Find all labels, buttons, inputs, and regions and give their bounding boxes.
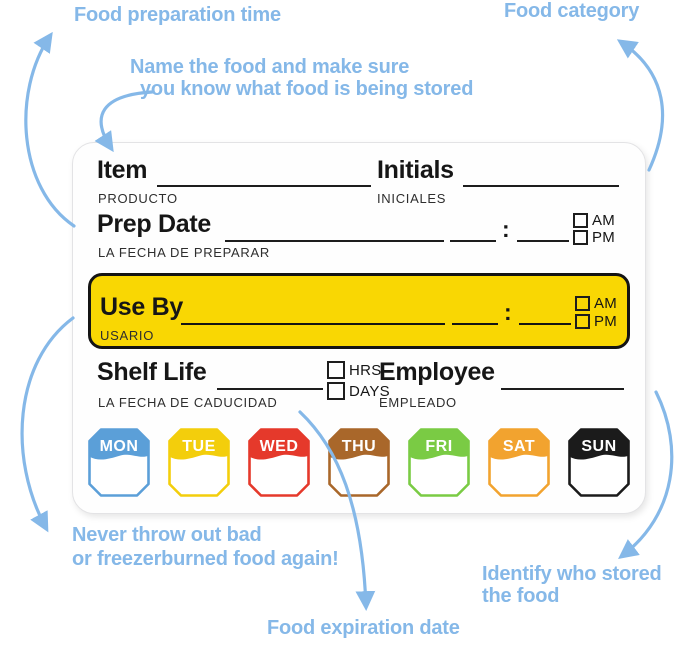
- day-color-top: [569, 429, 629, 460]
- initials-blank-line: [463, 185, 619, 187]
- prep-pm-text: PM: [592, 229, 616, 246]
- shelf-days-checkbox: [327, 382, 345, 400]
- svg-text:FRI: FRI: [425, 438, 452, 455]
- day-sticker-sun: SUN: [568, 428, 630, 497]
- day-color-top: [409, 429, 469, 460]
- shelf-life-sublabel: LA FECHA DE CADUCIDAD: [98, 395, 278, 410]
- use-by-pm-check: PM: [575, 313, 617, 330]
- use-by-highlight: Use By : AM PM USARIO: [88, 273, 630, 349]
- svg-text:SUN: SUN: [581, 438, 616, 455]
- caption-identify-line2: the food: [482, 585, 560, 607]
- caption-never-throw-line2: or freezerburned food again!: [72, 548, 339, 570]
- use-by-am-text: AM: [594, 295, 618, 312]
- item-label: Item: [97, 156, 148, 184]
- prep-date-blank-line: [225, 240, 444, 242]
- day-color-top: [489, 429, 549, 460]
- shelf-hrs-checkbox: [327, 361, 345, 379]
- day-sticker-sat: SAT: [488, 428, 550, 497]
- employee-label: Employee: [379, 358, 495, 386]
- day-color-top: [169, 429, 229, 460]
- prep-am-text: AM: [592, 212, 616, 229]
- item-sublabel: PRODUCTO: [98, 191, 178, 206]
- employee-sublabel: EMPLEADO: [379, 395, 457, 410]
- prep-pm-check: PM: [573, 229, 615, 246]
- prep-date-sublabel: LA FECHA DE PREPARAR: [98, 245, 270, 260]
- item-blank-line: [157, 185, 371, 187]
- shelf-days-text: DAYS: [349, 382, 390, 400]
- day-sticker-row: MON TUE WED THU FRI SAT: [88, 428, 630, 498]
- day-sticker-tue: TUE: [168, 428, 230, 497]
- prep-date-label: Prep Date: [97, 210, 212, 238]
- svg-text:WED: WED: [260, 438, 299, 455]
- caption-name-food-line1: Name the food and make sure: [130, 56, 410, 78]
- use-by-label: Use By: [100, 293, 183, 321]
- shelf-hrs-check: HRS: [327, 361, 382, 379]
- caption-name-food-line2: you know what food is being stored: [140, 78, 474, 100]
- shelf-days-check: DAYS: [327, 382, 390, 400]
- prep-am-check: AM: [573, 212, 615, 229]
- caption-identify-line1: Identify who stored: [482, 563, 662, 585]
- use-by-time-colon: :: [504, 299, 512, 325]
- shelf-hrs-text: HRS: [349, 361, 382, 379]
- prep-minute-blank: [517, 240, 569, 242]
- svg-text:TUE: TUE: [182, 438, 216, 455]
- caption-never-throw-line1: Never throw out bad: [72, 524, 262, 546]
- day-sticker-fri: FRI: [408, 428, 470, 497]
- use-by-blank-line: [181, 323, 445, 325]
- arrow-to-food-prep-time-icon: [24, 31, 76, 228]
- day-sticker-wed: WED: [248, 428, 310, 497]
- day-color-top: [89, 429, 149, 460]
- shelf-life-blank-line: [217, 388, 323, 390]
- prep-am-checkbox: [573, 213, 588, 228]
- day-color-top: [249, 429, 309, 460]
- prep-pm-checkbox: [573, 230, 588, 245]
- svg-text:THU: THU: [342, 438, 376, 455]
- initials-label: Initials: [377, 156, 454, 184]
- employee-blank-line: [501, 388, 624, 390]
- shelf-life-label: Shelf Life: [97, 358, 207, 386]
- caption-expiration: Food expiration date: [267, 617, 460, 639]
- use-by-am-check: AM: [575, 295, 617, 312]
- day-sticker-mon: MON: [88, 428, 150, 497]
- day-sticker-thu: THU: [328, 428, 390, 497]
- arrow-never-throw-icon: [20, 316, 75, 533]
- use-by-pm-checkbox: [575, 314, 590, 329]
- use-by-hour-blank: [452, 323, 498, 325]
- caption-food-prep-time: Food preparation time: [74, 4, 281, 26]
- prep-hour-blank: [450, 240, 496, 242]
- use-by-am-checkbox: [575, 296, 590, 311]
- use-by-pm-text: PM: [594, 313, 618, 330]
- svg-text:SAT: SAT: [503, 438, 535, 455]
- use-by-sublabel: USARIO: [100, 328, 155, 343]
- prep-time-colon: :: [502, 216, 510, 242]
- svg-text:MON: MON: [100, 438, 139, 455]
- use-by-minute-blank: [519, 323, 571, 325]
- initials-sublabel: INICIALES: [377, 191, 447, 206]
- caption-food-category: Food category: [504, 0, 640, 22]
- food-label-card: Item PRODUCTO Initials INICIALES Prep Da…: [72, 142, 646, 514]
